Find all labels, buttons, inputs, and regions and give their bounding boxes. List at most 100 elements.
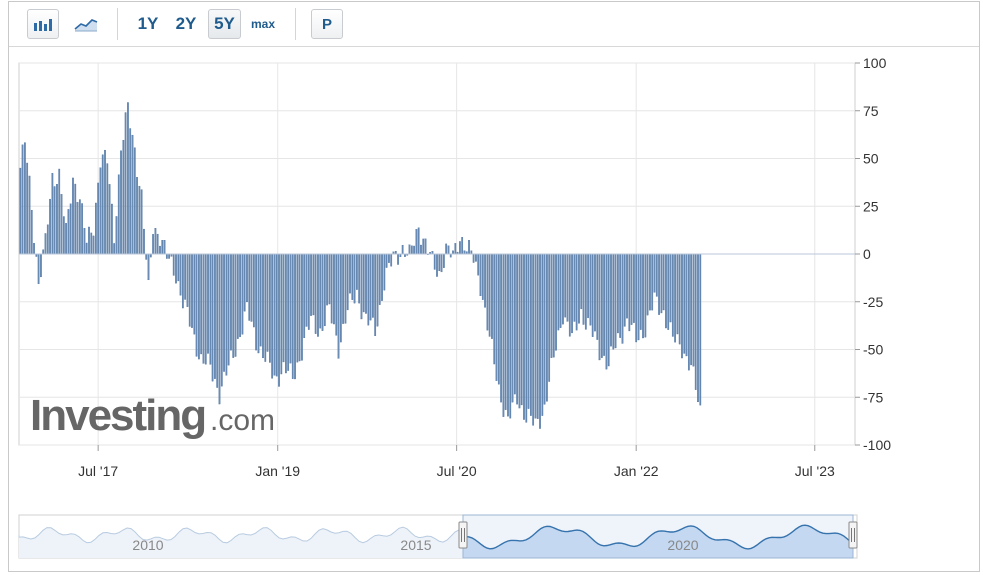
data-bar	[685, 253, 688, 357]
data-bar	[271, 253, 274, 379]
line-chart-button[interactable]	[69, 9, 103, 39]
data-bar	[120, 150, 122, 255]
data-bar	[319, 253, 322, 329]
data-bar	[642, 253, 644, 339]
data-bar	[339, 253, 342, 343]
data-bar	[566, 253, 569, 322]
data-bar	[273, 253, 276, 376]
data-bar	[584, 253, 587, 330]
bar-chart-icon	[34, 19, 52, 31]
navigator-year-label: 2020	[667, 537, 698, 553]
data-bar	[24, 142, 26, 255]
data-bar	[69, 203, 72, 255]
data-bar	[108, 184, 111, 255]
data-bar	[133, 147, 136, 255]
data-bar	[67, 209, 70, 255]
data-bar	[99, 167, 102, 255]
data-bar	[218, 253, 221, 405]
data-bar	[250, 253, 253, 322]
data-bar	[328, 253, 331, 305]
range-1y-label: 1Y	[137, 14, 159, 33]
data-bar	[552, 253, 555, 358]
data-bar	[209, 253, 212, 365]
data-bar	[644, 253, 647, 338]
data-bar	[436, 253, 438, 277]
handle-grip[interactable]	[458, 521, 468, 549]
range-1y-button[interactable]: 1Y	[133, 9, 163, 39]
data-bar	[443, 253, 445, 268]
data-bar	[323, 253, 326, 327]
data-bar	[53, 186, 56, 255]
data-bar	[163, 239, 166, 255]
navigator: 2010 2015 2020	[18, 514, 858, 559]
data-bar	[683, 253, 686, 354]
data-bar	[95, 202, 97, 255]
data-bar	[26, 162, 29, 255]
data-bar	[326, 253, 328, 306]
y-tick-label: -25	[863, 294, 883, 310]
data-bar	[600, 253, 603, 358]
bar-chart-button[interactable]	[27, 9, 59, 39]
data-bar	[573, 253, 576, 322]
data-bar	[179, 253, 182, 296]
range-5y-button[interactable]: 5Y	[208, 9, 241, 39]
data-bar	[207, 253, 209, 354]
data-bar	[623, 253, 626, 327]
data-bar	[106, 163, 109, 255]
x-tick-label: Jul '23	[795, 463, 835, 479]
data-bar	[365, 253, 367, 314]
navigator-right-handle[interactable]	[848, 521, 858, 549]
data-bar	[181, 253, 184, 309]
data-bar	[349, 253, 351, 294]
data-bar	[669, 253, 672, 323]
data-bar	[651, 253, 654, 311]
data-bar	[262, 253, 264, 359]
data-bar	[671, 253, 674, 337]
data-bar	[188, 253, 191, 327]
data-bar	[195, 253, 198, 357]
data-bar	[138, 185, 141, 255]
data-bar	[653, 253, 656, 293]
data-bar	[310, 253, 312, 316]
x-tick-label: Jan '19	[255, 463, 300, 479]
data-bar	[101, 154, 104, 255]
data-bar	[417, 227, 420, 255]
data-bar	[587, 253, 589, 319]
data-bar	[454, 243, 457, 255]
navigator-year-label: 2015	[400, 537, 431, 553]
y-tick-label: 25	[863, 198, 879, 214]
data-bar	[633, 253, 635, 323]
range-max-button[interactable]: max	[247, 9, 279, 39]
data-bar	[216, 253, 219, 388]
data-bar	[131, 134, 134, 255]
data-bar	[548, 253, 551, 382]
data-bar	[541, 253, 544, 416]
data-bar	[168, 253, 170, 259]
data-bar	[362, 253, 365, 313]
handle-grip[interactable]	[848, 521, 858, 549]
navigator-left-handle[interactable]	[458, 521, 468, 549]
data-bar	[321, 253, 324, 331]
data-bar	[140, 189, 143, 255]
data-bar	[523, 253, 525, 420]
data-bar	[571, 253, 573, 334]
data-bar	[630, 253, 633, 325]
data-bar	[614, 253, 617, 349]
data-bar	[147, 253, 150, 281]
y-tick-label: -100	[863, 437, 891, 453]
data-bar	[314, 253, 317, 334]
data-bar	[92, 235, 95, 255]
data-bar	[191, 253, 193, 328]
data-bar	[83, 227, 86, 255]
data-bar	[227, 253, 230, 366]
data-bar	[603, 253, 605, 356]
data-bar	[596, 253, 599, 340]
data-bar	[589, 253, 592, 326]
data-bar	[294, 253, 296, 380]
navigator-selection[interactable]	[462, 514, 854, 559]
p-button[interactable]: P	[311, 9, 343, 39]
data-bar	[497, 253, 500, 385]
range-2y-button[interactable]: 2Y	[171, 9, 201, 39]
data-bar	[21, 144, 24, 255]
data-bar	[649, 253, 651, 311]
